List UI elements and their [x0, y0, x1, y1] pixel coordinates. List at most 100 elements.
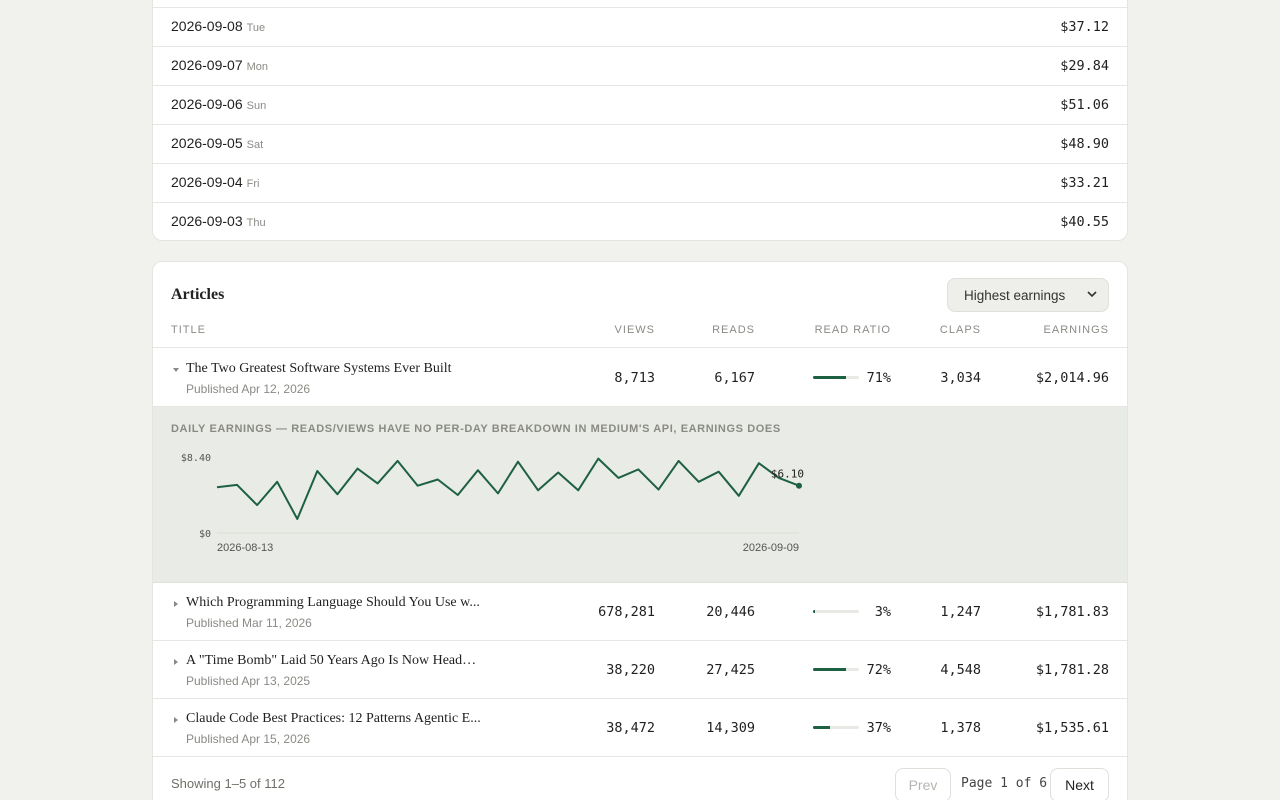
- x-end-label: 2026-09-09: [743, 542, 799, 554]
- article-published: Published Apr 13, 2025: [186, 674, 311, 688]
- last-value-label: $6.10: [771, 468, 804, 481]
- article-published: Published Apr 15, 2026: [186, 732, 311, 746]
- earnings-value: $1,781.83: [1035, 604, 1109, 620]
- read-ratio-fill: [813, 376, 846, 379]
- caret-right-icon[interactable]: [173, 601, 179, 609]
- col-claps[interactable]: CLAPS: [939, 324, 981, 336]
- reads-value: 20,446: [706, 604, 755, 620]
- prev-button[interactable]: Prev: [895, 768, 951, 800]
- earnings-value: $2,014.96: [1035, 370, 1109, 386]
- x-start-label: 2026-08-13: [217, 542, 273, 554]
- earnings-series-line: [216, 457, 800, 520]
- daily-earnings-chart: $8.40 $0 2026-08-13 2026-09-09 $6.10: [181, 453, 804, 554]
- daily-date-cell: 2026-09-03 Thu: [171, 213, 266, 231]
- chevron-down-icon: [1086, 288, 1098, 303]
- daily-date: 2026-09-08: [171, 18, 243, 34]
- daily-amount: $33.21: [1060, 175, 1109, 191]
- daily-row: 2026-09-03 Thu $40.55: [153, 202, 1127, 241]
- page-info: Page 1 of 6: [961, 776, 1048, 791]
- read-ratio-bar: [813, 726, 859, 729]
- read-ratio-bar: [813, 376, 859, 379]
- daily-date: 2026-09-03: [171, 213, 243, 229]
- daily-row: 2026-09-05 Sat $48.90: [153, 124, 1127, 163]
- expanded-panel-heading: DAILY EARNINGS — READS/VIEWS HAVE NO PER…: [171, 423, 781, 435]
- daily-weekday: Thu: [246, 217, 266, 229]
- last-point-marker: [796, 482, 802, 489]
- daily-row: 2026-09-04 Fri $33.21: [153, 163, 1127, 202]
- daily-amount: $51.06: [1060, 97, 1109, 113]
- reads-value: 27,425: [706, 662, 755, 678]
- earnings-value: $1,781.28: [1035, 662, 1109, 678]
- daily-date-cell: 2026-09-06 Sun: [171, 96, 266, 114]
- sort-selected-label: Highest earnings: [964, 287, 1066, 303]
- y-max-label: $8.40: [181, 453, 211, 464]
- sort-select[interactable]: Highest earnings: [947, 278, 1109, 312]
- daily-row: 2026-09-08 Tue $37.12: [153, 7, 1127, 46]
- table-header: TITLE VIEWS READS READ RATIO CLAPS EARNI…: [153, 324, 1127, 348]
- daily-date-cell: 2026-09-05 Sat: [171, 135, 263, 153]
- daily-amount: $40.55: [1060, 214, 1109, 230]
- daily-date: 2026-09-06: [171, 96, 243, 112]
- views-value: 8,713: [614, 370, 655, 386]
- views-value: 38,472: [606, 720, 655, 736]
- read-ratio-fill: [813, 610, 815, 613]
- col-read-ratio[interactable]: READ RATIO: [814, 324, 891, 336]
- article-title[interactable]: Claude Code Best Practices: 12 Patterns …: [186, 711, 481, 726]
- table-row[interactable]: Claude Code Best Practices: 12 Patterns …: [153, 699, 1127, 757]
- expanded-daily-earnings-panel: DAILY EARNINGS — READS/VIEWS HAVE NO PER…: [153, 407, 1127, 583]
- articles-title: Articles: [171, 286, 225, 303]
- daily-weekday: Mon: [246, 61, 269, 73]
- daily-date-cell: 2026-09-08 Tue: [171, 18, 265, 36]
- col-title[interactable]: TITLE: [171, 324, 206, 336]
- pagination-footer: Showing 1–5 of 112 Prev Page 1 of 6 Next: [153, 758, 1127, 800]
- read-ratio-fill: [813, 726, 831, 729]
- daily-row: 2026-09-06 Sun $51.06: [153, 85, 1127, 124]
- read-ratio-value: 71%: [866, 370, 891, 386]
- daily-amount: $37.12: [1060, 19, 1109, 35]
- article-published: Published Apr 12, 2026: [186, 382, 311, 396]
- daily-date-cell: 2026-09-04 Fri: [171, 174, 259, 192]
- col-reads[interactable]: READS: [712, 324, 755, 336]
- daily-date: 2026-09-05: [171, 135, 243, 151]
- read-ratio-fill: [813, 668, 847, 671]
- read-ratio-bar: [813, 668, 859, 671]
- col-earnings[interactable]: EARNINGS: [1043, 324, 1109, 336]
- daily-weekday: Sat: [246, 139, 264, 151]
- showing-count: Showing 1–5 of 112: [171, 776, 285, 791]
- earnings-value: $1,535.61: [1035, 720, 1109, 736]
- next-button[interactable]: Next: [1050, 768, 1109, 800]
- y-min-label: $0: [199, 529, 211, 540]
- col-views[interactable]: VIEWS: [614, 324, 655, 336]
- article-title[interactable]: Which Programming Language Should You Us…: [186, 595, 480, 610]
- daily-weekday: Tue: [246, 22, 266, 34]
- claps-value: 1,378: [940, 720, 981, 736]
- caret-right-icon[interactable]: [173, 659, 179, 667]
- table-row[interactable]: The Two Greatest Software Systems Ever B…: [153, 349, 1127, 407]
- views-value: 678,281: [598, 604, 655, 620]
- table-row[interactable]: Which Programming Language Should You Us…: [153, 583, 1127, 641]
- read-ratio-value: 37%: [866, 720, 891, 736]
- caret-right-icon[interactable]: [173, 717, 179, 725]
- daily-amount: $48.90: [1060, 136, 1109, 152]
- daily-amount: $29.84: [1060, 58, 1109, 74]
- views-value: 38,220: [606, 662, 655, 678]
- article-title[interactable]: A "Time Bomb" Laid 50 Years Ago Is Now H…: [186, 653, 481, 668]
- daily-date-cell: 2026-09-07 Mon: [171, 57, 268, 75]
- article-title[interactable]: The Two Greatest Software Systems Ever B…: [186, 361, 452, 376]
- article-published: Published Mar 11, 2026: [186, 616, 312, 630]
- caret-down-icon[interactable]: [173, 367, 179, 375]
- reads-value: 6,167: [714, 370, 755, 386]
- claps-value: 1,247: [940, 604, 981, 620]
- daily-weekday: Fri: [246, 178, 260, 190]
- claps-value: 4,548: [940, 662, 981, 678]
- claps-value: 3,034: [940, 370, 981, 386]
- read-ratio-value: 3%: [874, 604, 891, 620]
- articles-card: Articles Highest earnings TITLE VIEWS RE…: [152, 261, 1128, 800]
- daily-earnings-card: 2026-09-08 Tue $37.12 2026-09-07 Mon $29.84 20…: [152, 0, 1128, 241]
- reads-value: 14,309: [706, 720, 755, 736]
- read-ratio-value: 72%: [866, 662, 891, 678]
- daily-date: 2026-09-04: [171, 174, 243, 190]
- daily-date: 2026-09-07: [171, 57, 243, 73]
- read-ratio-bar: [813, 610, 859, 613]
- table-row[interactable]: A "Time Bomb" Laid 50 Years Ago Is Now H…: [153, 641, 1127, 699]
